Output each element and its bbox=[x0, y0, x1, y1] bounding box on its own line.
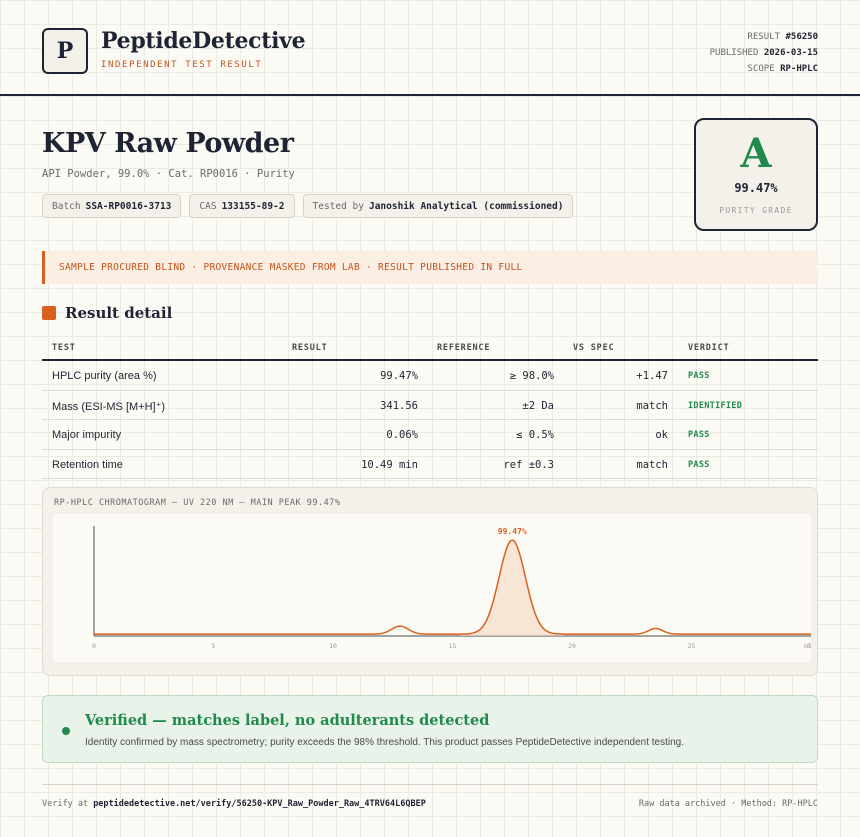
cell-verdict: PASS bbox=[688, 371, 710, 381]
col-vs-spec: VS SPEC bbox=[573, 343, 615, 353]
cell-verdict: PASS bbox=[688, 430, 710, 440]
cas-chip-label: CAS bbox=[199, 200, 217, 212]
results-table: TEST RESULT REFERENCE VS SPEC VERDICT HP… bbox=[42, 335, 818, 479]
x-tick-label: 15 bbox=[449, 642, 457, 650]
main-peak-fill bbox=[459, 540, 565, 636]
brand-tagline: INDEPENDENT TEST RESULT bbox=[101, 60, 263, 70]
cell-result: 0.06% bbox=[386, 429, 418, 441]
cell-test: HPLC purity (area %) bbox=[52, 370, 157, 382]
tested-by-chip-label: Tested by bbox=[312, 200, 364, 212]
table-row: Major impurity 0.06% ≤ 0.5% ok PASS bbox=[42, 420, 818, 450]
table-header: TEST RESULT REFERENCE VS SPEC VERDICT bbox=[42, 335, 818, 361]
chromatogram-card: RP-HPLC CHROMATOGRAM — UV 220 NM — MAIN … bbox=[42, 487, 818, 676]
tested-by-chip: Tested by Janoshik Analytical (commission… bbox=[302, 194, 574, 218]
cell-reference: ref ±0.3 bbox=[503, 458, 554, 471]
procurement-banner: SAMPLE PROCURED BLIND · PROVENANCE MASKE… bbox=[42, 251, 818, 284]
grade-label: PURITY GRADE bbox=[719, 206, 793, 215]
cell-vs-spec: match bbox=[636, 458, 668, 471]
col-result: RESULT bbox=[292, 343, 328, 353]
chromatogram-plot: 99.47% 0 5 10 15 20 25 30min bbox=[53, 514, 811, 662]
meta-scope-value: RP-HPLC bbox=[780, 64, 818, 74]
product-chips: Batch SSA-RP0016-3713 CAS 133155-89-2 Test… bbox=[42, 194, 574, 218]
verified-box: Verified — matches label, no adulterants… bbox=[42, 695, 818, 763]
cell-vs-spec: ok bbox=[655, 429, 668, 441]
cell-test: Mass (ESI-MS [M+H]⁺) bbox=[52, 400, 166, 413]
cas-chip-value: 133155-89-2 bbox=[221, 200, 285, 212]
x-tick-label: 0 bbox=[92, 642, 96, 650]
cas-chip: CAS 133155-89-2 bbox=[189, 194, 295, 218]
chromatogram-svg: 99.47% 0 5 10 15 20 25 30min bbox=[92, 526, 811, 650]
cell-reference: ±2 Da bbox=[522, 399, 554, 412]
x-tick-label: 5 bbox=[212, 642, 216, 650]
verified-title: Verified — matches label, no adulterants… bbox=[85, 712, 490, 729]
table-row: Retention time 10.49 min ref ±0.3 match … bbox=[42, 450, 818, 479]
meta-published: PUBLISHED 2026-03-15 bbox=[710, 45, 818, 61]
x-unit-label: min bbox=[804, 642, 811, 650]
page-header: P PeptideDetective INDEPENDENT TEST RESU… bbox=[0, 0, 860, 96]
verify-url[interactable]: peptidedetective.net/verify/56250-KPV_Ra… bbox=[93, 799, 426, 809]
cell-vs-spec: +1.47 bbox=[636, 370, 668, 382]
section-marker bbox=[42, 306, 56, 320]
cell-vs-spec: match bbox=[636, 399, 668, 412]
batch-chip: Batch SSA-RP0016-3713 bbox=[42, 194, 182, 218]
section-title: Result detail bbox=[65, 304, 173, 322]
cell-result: 99.47% bbox=[380, 370, 418, 382]
batch-chip-value: SSA-RP0016-3713 bbox=[85, 200, 172, 212]
meta-published-label: PUBLISHED bbox=[709, 48, 759, 58]
purity-grade-card: A 99.47% PURITY GRADE bbox=[694, 118, 818, 231]
product-title: KPV Raw Powder bbox=[42, 128, 294, 159]
verified-body: Identity confirmed by mass spectrometry;… bbox=[85, 737, 685, 748]
cell-test: Major impurity bbox=[52, 429, 122, 441]
verify-prefix: Verify at bbox=[42, 799, 89, 809]
brand-name[interactable]: PeptideDetective bbox=[101, 28, 306, 54]
col-test: TEST bbox=[52, 343, 76, 353]
result-meta: RESULT #56250 PUBLISHED 2026-03-15 SCOPE… bbox=[710, 29, 818, 77]
meta-result-value: #56250 bbox=[785, 32, 818, 42]
batch-chip-label: Batch bbox=[52, 200, 81, 212]
grade-value: 99.47% bbox=[734, 181, 778, 195]
table-row: HPLC purity (area %) 99.47% ≥ 98.0% +1.4… bbox=[42, 361, 818, 391]
x-tick-label: 30 bbox=[807, 642, 811, 650]
brand-logo[interactable]: P bbox=[42, 28, 88, 74]
cell-test: Retention time bbox=[52, 458, 123, 471]
chart-title: RP-HPLC CHROMATOGRAM — UV 220 NM — MAIN … bbox=[54, 498, 341, 508]
meta-result: RESULT #56250 bbox=[710, 29, 818, 45]
x-tick-label: 20 bbox=[568, 642, 576, 650]
verified-dot-icon bbox=[62, 727, 70, 735]
meta-result-label: RESULT bbox=[747, 32, 781, 42]
cell-result: 341.56 bbox=[380, 399, 418, 412]
verify-link[interactable]: Verify at peptidedetective.net/verify/56… bbox=[42, 799, 426, 809]
table-row: Mass (ESI-MS [M+H]⁺) 341.56 ±2 Da match … bbox=[42, 391, 818, 420]
peak-label: 99.47% bbox=[498, 527, 527, 536]
cell-reference: ≥ 98.0% bbox=[509, 370, 554, 382]
x-tick-label: 10 bbox=[329, 642, 337, 650]
meta-published-value: 2026-03-15 bbox=[763, 48, 818, 58]
cell-verdict: IDENTIFIED bbox=[688, 400, 743, 411]
cell-reference: ≤ 0.5% bbox=[516, 429, 554, 441]
footer-divider bbox=[42, 784, 818, 785]
x-tick-label: 25 bbox=[688, 642, 696, 650]
meta-scope: SCOPE RP-HPLC bbox=[710, 61, 818, 77]
col-verdict: VERDICT bbox=[688, 343, 730, 353]
footer-method: Raw data archived · Method: RP-HPLC bbox=[638, 799, 818, 809]
meta-scope-label: SCOPE bbox=[747, 64, 775, 74]
cell-result: 10.49 min bbox=[361, 458, 418, 471]
product-subtitle: API Powder, 99.0% · Cat. RP0016 · Purity bbox=[42, 168, 295, 180]
tested-by-chip-value: Janoshik Analytical (commissioned) bbox=[368, 200, 564, 212]
col-reference: REFERENCE bbox=[437, 343, 491, 353]
grade-letter: A bbox=[740, 130, 772, 177]
cell-verdict: PASS bbox=[688, 459, 710, 470]
chromatogram-line bbox=[94, 539, 811, 635]
